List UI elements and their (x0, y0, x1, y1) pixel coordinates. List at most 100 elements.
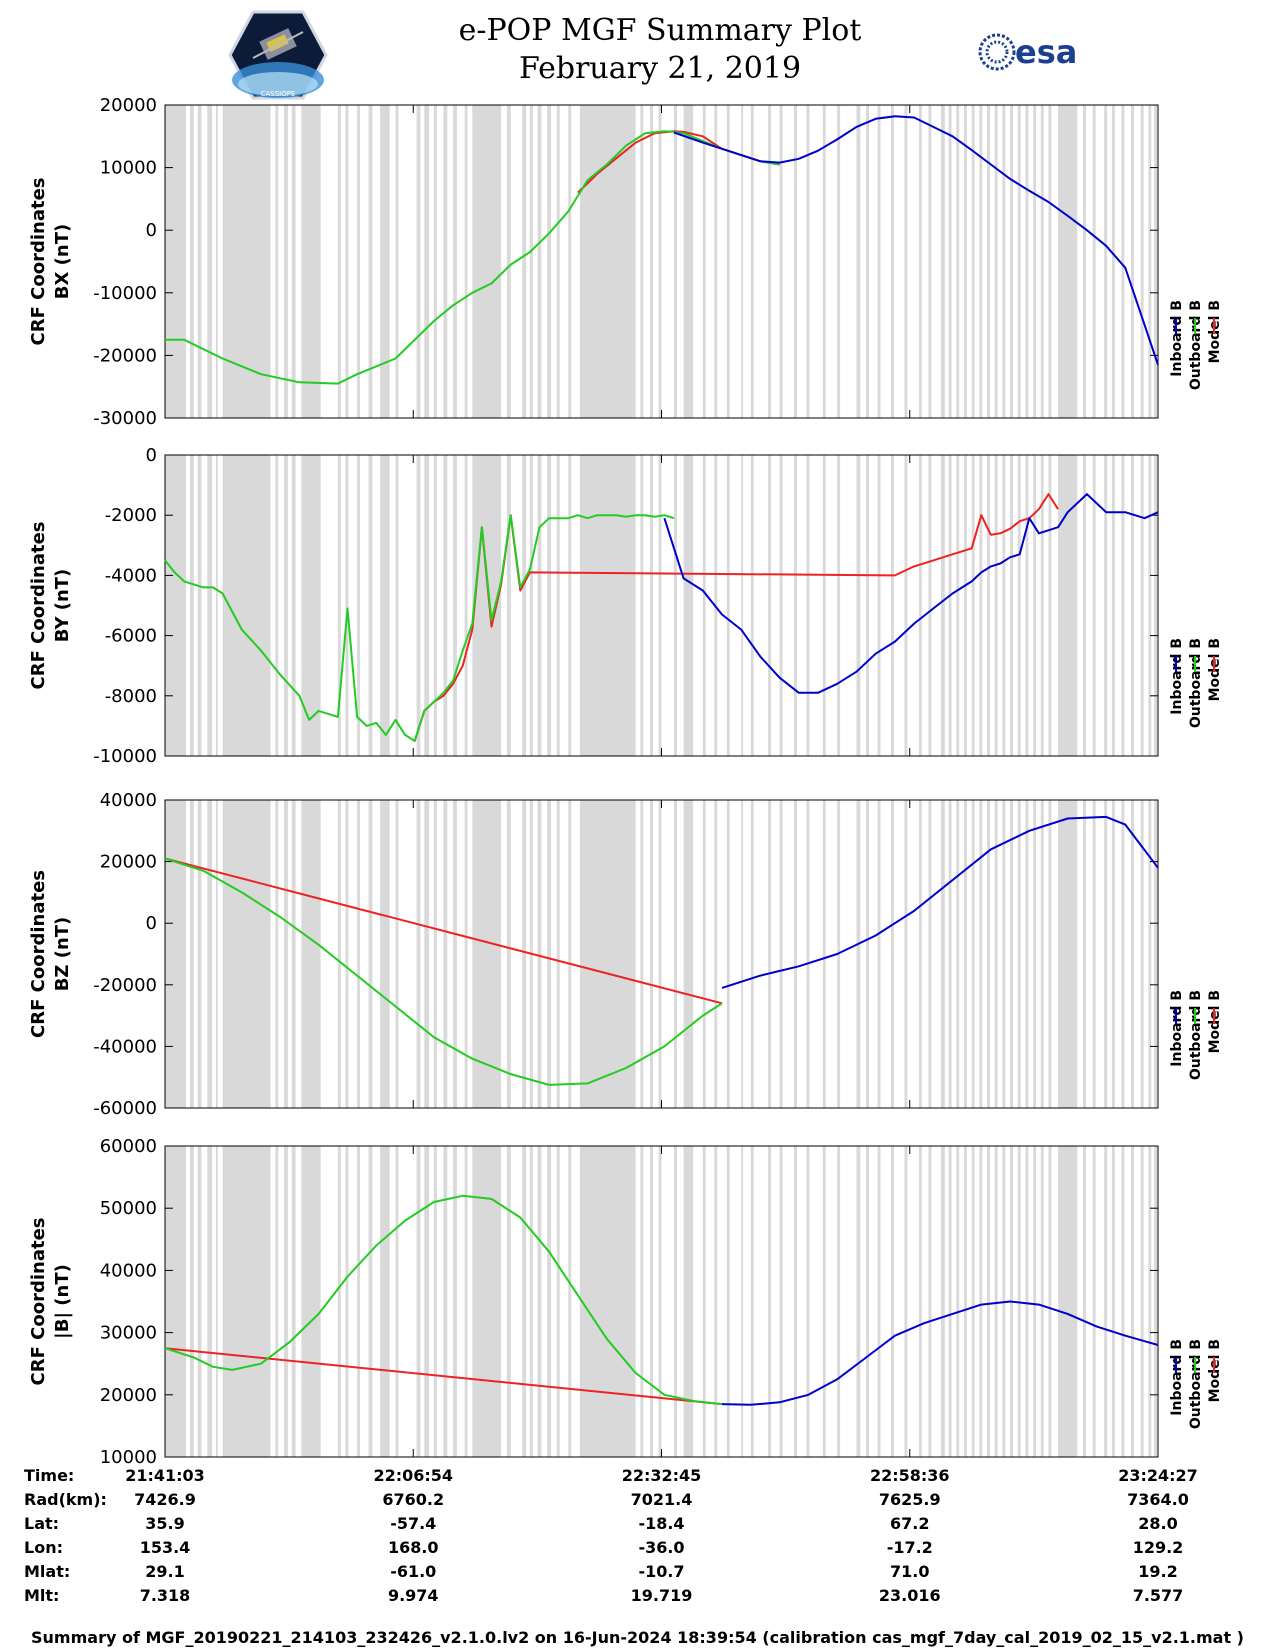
gap-band (650, 105, 653, 418)
gap-band (368, 455, 373, 756)
gap-band (1111, 105, 1115, 418)
gap-band (877, 1146, 881, 1457)
y-axis-unit-label: BZ (nT) (52, 917, 73, 992)
gap-band (1058, 455, 1078, 756)
legend-label: Inboard B (1169, 1339, 1185, 1416)
data-gap-shading (165, 105, 1158, 418)
gap-band (1025, 455, 1029, 756)
gap-band (1104, 105, 1108, 418)
esa-logo: esa (978, 33, 1077, 71)
gap-band (547, 455, 551, 756)
y-axis-label: CRF Coordinates (28, 522, 49, 690)
footer-caption: Summary of MGF_20190221_214103_232426_v2… (31, 1628, 1244, 1647)
gap-band (1017, 105, 1021, 418)
series-line-inboard-b (721, 1300, 1159, 1406)
gap-band (794, 105, 797, 418)
y-axis-unit-label: |B| (nT) (52, 1264, 73, 1339)
gap-band (165, 455, 187, 756)
gap-band (301, 800, 321, 1108)
gap-band (714, 105, 718, 418)
y-tick-label: -10000 (93, 746, 157, 767)
y-tick-label: -6000 (105, 626, 157, 647)
gap-band (702, 800, 706, 1108)
gap-band (556, 1146, 560, 1457)
gap-band (1111, 800, 1115, 1108)
gap-band (464, 455, 468, 756)
gap-band (658, 105, 662, 418)
gap-band (275, 1146, 279, 1457)
gap-band (395, 1146, 399, 1457)
gap-band (866, 1146, 869, 1457)
gap-band (979, 105, 983, 418)
gap-band (529, 1146, 533, 1457)
gap-band (1025, 1146, 1029, 1457)
gap-band (395, 455, 399, 756)
y-tick-label: -2000 (105, 505, 157, 526)
gap-band (658, 455, 662, 756)
gap-band (768, 800, 771, 1108)
gap-band (433, 1146, 437, 1457)
gap-band (222, 1146, 271, 1457)
gap-band (948, 455, 952, 756)
gap-band (877, 105, 881, 418)
y-tick-label: 0 (146, 220, 157, 241)
gap-band (948, 1146, 952, 1457)
gap-band (301, 455, 321, 756)
gap-band (741, 800, 744, 1108)
gap-band (779, 1146, 783, 1457)
y-tick-label: 20000 (100, 852, 157, 873)
gap-band (1131, 455, 1134, 756)
gap-band (357, 1146, 360, 1457)
y-axis-unit-label: BX (nT) (52, 224, 73, 299)
gap-band (1154, 105, 1158, 418)
gap-band (918, 1146, 922, 1457)
gap-band (453, 105, 457, 418)
gap-band (1083, 800, 1086, 1108)
gap-band (207, 455, 213, 756)
gap-band (856, 105, 861, 418)
gap-band (1121, 105, 1125, 418)
gap-band (806, 1146, 810, 1457)
gap-band (1033, 455, 1037, 756)
gap-band (222, 800, 271, 1108)
gap-band (674, 1146, 677, 1457)
gap-band (1131, 105, 1134, 418)
gap-band (1058, 800, 1078, 1108)
gap-band (337, 1146, 341, 1457)
y-tick-label: 10000 (100, 158, 157, 179)
gap-band (683, 1146, 694, 1457)
gap-band (380, 1146, 390, 1457)
gap-band (556, 105, 560, 418)
gap-band (987, 455, 990, 756)
gap-band (891, 1146, 894, 1457)
gap-band (395, 105, 399, 418)
gap-band (640, 105, 644, 418)
gap-band (1111, 455, 1115, 756)
y-tick-label: -30000 (93, 408, 157, 429)
gap-band (971, 800, 975, 1108)
gap-band (556, 455, 560, 756)
legend-label: Outboard B (1188, 300, 1204, 390)
y-tick-label: -10000 (93, 283, 157, 304)
gap-band (345, 105, 349, 418)
gap-band (683, 105, 694, 418)
gap-band (964, 1146, 967, 1457)
gap-band (750, 1146, 754, 1457)
gap-band (971, 455, 975, 756)
gap-band (284, 105, 288, 418)
legend-label: Outboard B (1188, 638, 1204, 728)
gap-band (1010, 455, 1013, 756)
gap-band (1148, 105, 1152, 418)
gap-band (416, 800, 421, 1108)
gap-band (918, 455, 922, 756)
gap-band (464, 800, 468, 1108)
gap-band (768, 1146, 771, 1457)
gap-band (165, 800, 187, 1108)
gap-band (956, 1146, 960, 1457)
gap-band (368, 800, 373, 1108)
gap-band (464, 1146, 468, 1457)
legend-label: Inboard B (1169, 990, 1185, 1067)
gap-band (368, 105, 373, 418)
y-axis-label: CRF Coordinates (28, 178, 49, 346)
gap-band (650, 455, 653, 756)
